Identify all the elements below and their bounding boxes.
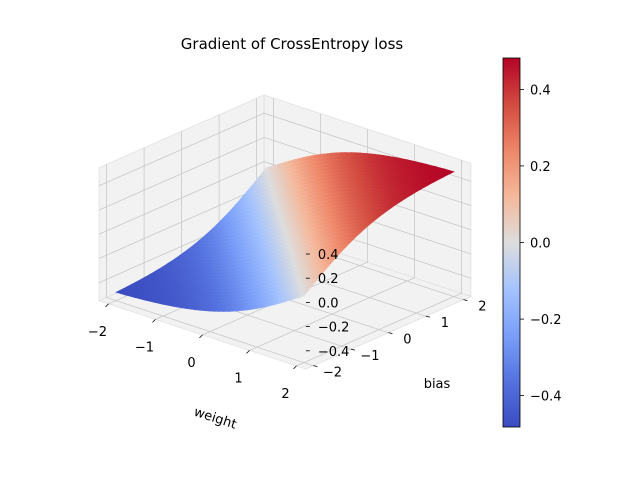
x-gridline [296, 160, 462, 367]
colorbar-tick-label: 0.0 [530, 237, 551, 252]
x-tick-mark [152, 319, 156, 323]
y-tick-mark [350, 348, 355, 351]
y-tick-mark [463, 299, 468, 302]
x-tick-mark [105, 303, 109, 308]
x-tick-label: 2 [281, 387, 289, 402]
axes-ticks: −2 −1 0 1 2 −2 −1 0 1 2 −0.4 −0.2 0.0 0.2 0.4 [88, 248, 487, 402]
chart-title: Gradient of CrossEntropy loss [181, 35, 404, 53]
x-tick-label: −1 [135, 340, 154, 355]
x-tick-mark [199, 334, 203, 339]
x-tick-label: 1 [234, 371, 242, 386]
x-axis-label: weight [192, 405, 238, 433]
x-tick-label: −2 [88, 325, 107, 340]
y-tick-mark [388, 332, 393, 335]
colorbar: −0.4 −0.2 0.0 0.2 0.4 [502, 57, 562, 428]
z-tick-label: 0.4 [318, 248, 339, 263]
z-tick-label: 0.2 [318, 272, 339, 287]
y-axis-label: bias [424, 377, 451, 392]
y-tick-label: 1 [441, 316, 449, 331]
colorbar-tick-label: −0.2 [530, 313, 562, 328]
x-tick-mark [246, 350, 250, 354]
y-tick-label: −2 [323, 366, 342, 381]
colorbar-tick-label: 0.4 [530, 83, 551, 98]
y-gridline [106, 164, 314, 367]
y-tick-label: 2 [478, 300, 486, 315]
colorbar-gradient [502, 57, 521, 428]
z-tick-label: 0.0 [318, 296, 339, 311]
z-tick-label: −0.2 [318, 321, 350, 336]
colorbar-tick-label: −0.4 [530, 390, 562, 405]
y-tick-label: −1 [360, 349, 379, 364]
y-tick-mark [313, 365, 318, 368]
surface-patch [298, 290, 309, 299]
colorbar-tick-label: 0.2 [530, 160, 551, 175]
x-tick-mark [293, 365, 297, 370]
y-tick-mark [425, 315, 430, 318]
z-gridline [98, 161, 472, 235]
surface-plot [115, 152, 455, 312]
z-tick-label: −0.4 [318, 345, 350, 360]
x-tick-label: 0 [187, 356, 195, 371]
y-tick-label: 0 [403, 333, 411, 348]
